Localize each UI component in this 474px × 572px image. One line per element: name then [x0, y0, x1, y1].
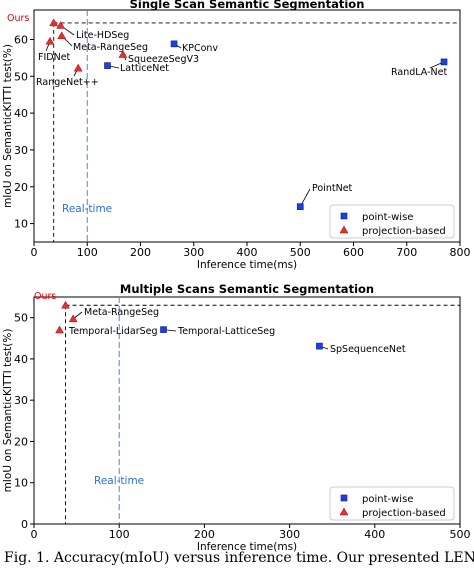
- realtime-label: Real-time: [94, 475, 144, 487]
- x-tick-label: 700: [396, 246, 417, 259]
- x-tick-label: 100: [109, 528, 130, 541]
- point-label: RangeNet++: [36, 77, 99, 88]
- x-tick-label: 300: [279, 528, 300, 541]
- x-tick-label: 400: [364, 528, 385, 541]
- x-axis-label: Inference time(ms): [197, 541, 297, 552]
- legend-label: point-wise: [362, 494, 413, 505]
- chart-title: Multiple Scans Semantic Segmentation: [120, 282, 374, 296]
- data-point-triangle: [45, 36, 55, 45]
- point-label: FIDNet: [38, 52, 71, 63]
- data-point-square: [160, 326, 167, 333]
- y-tick-label: 30: [14, 394, 28, 407]
- point-label: SpSequenceNet: [330, 344, 406, 355]
- y-tick-label: 20: [14, 435, 28, 448]
- x-tick-label: 800: [450, 246, 471, 259]
- x-tick-label: 200: [130, 246, 151, 259]
- x-tick-label: 400: [237, 246, 258, 259]
- y-tick-label: 10: [14, 477, 28, 490]
- point-label: Ours: [34, 291, 56, 302]
- data-point-triangle: [61, 300, 70, 309]
- data-point-square: [440, 58, 448, 66]
- y-axis-label: mIoU on SemanticKITTI test(%): [2, 329, 14, 493]
- y-tick-label: 50: [14, 312, 28, 325]
- legend-marker-triangle: [339, 507, 349, 516]
- legend-marker-triangle: [339, 225, 349, 234]
- data-point-square: [316, 342, 323, 350]
- legend-marker-square: [340, 494, 348, 502]
- data-point-triangle: [55, 325, 64, 334]
- data-point-triangle: [118, 50, 128, 58]
- legend-label: point-wise: [362, 212, 413, 223]
- data-point-triangle: [49, 18, 59, 27]
- legend-label: projection-based: [362, 508, 446, 519]
- point-label: Temporal-LidarSeg: [68, 326, 158, 337]
- y-tick-label: 20: [14, 181, 28, 194]
- chart-title: Single Scan Semantic Segmentation: [130, 0, 365, 11]
- legend-box: [329, 486, 455, 521]
- data-point-square: [104, 62, 111, 69]
- point-label: PointNet: [312, 183, 353, 194]
- point-label: SqueezeSegV3: [128, 54, 199, 65]
- data-point-triangle: [57, 31, 67, 40]
- y-tick-label: 50: [14, 70, 28, 83]
- x-tick-label: 100: [77, 246, 98, 259]
- realtime-label: Real-time: [62, 203, 112, 215]
- point-label: Meta-RangeSeg: [73, 42, 148, 53]
- y-tick-label: 0: [21, 518, 28, 531]
- data-point-triangle: [56, 20, 66, 29]
- y-tick-label: 40: [14, 107, 28, 120]
- x-tick-label: 300: [183, 246, 204, 259]
- data-point-square: [170, 40, 178, 48]
- point-label: Ours: [7, 13, 29, 24]
- x-axis-label: Inference time(ms): [197, 259, 297, 271]
- point-label: LatticeNet: [120, 63, 169, 74]
- x-tick-label: 0: [31, 528, 38, 541]
- data-point-square: [296, 203, 304, 210]
- point-label: Meta-RangeSeg: [84, 307, 159, 318]
- data-point-triangle: [68, 314, 78, 323]
- x-tick-label: 0: [31, 246, 38, 259]
- data-point-triangle: [73, 63, 83, 72]
- x-tick-label: 600: [343, 246, 364, 259]
- y-tick-label: 40: [14, 353, 28, 366]
- legend-label: projection-based: [362, 226, 446, 237]
- y-tick-label: 30: [14, 144, 28, 157]
- x-tick-label: 500: [290, 246, 311, 259]
- point-label: Temporal-LatticeSeg: [177, 326, 275, 337]
- legend-box: [329, 204, 455, 239]
- legend-marker-square: [340, 212, 348, 220]
- x-tick-label: 500: [450, 528, 471, 541]
- point-label: RandLA-Net: [391, 67, 447, 78]
- figure-caption: Fig. 1. Accuracy(mIoU) versus inference …: [4, 550, 474, 566]
- x-tick-label: 200: [194, 528, 215, 541]
- point-label: Lite-HDSeg: [76, 30, 129, 41]
- y-tick-label: 10: [14, 218, 28, 231]
- y-tick-label: 60: [14, 33, 28, 46]
- y-axis-label: mIoU on SemanticKITTI test(%): [2, 44, 14, 208]
- plot-frame: [33, 296, 461, 525]
- point-label: KPConv: [182, 43, 218, 54]
